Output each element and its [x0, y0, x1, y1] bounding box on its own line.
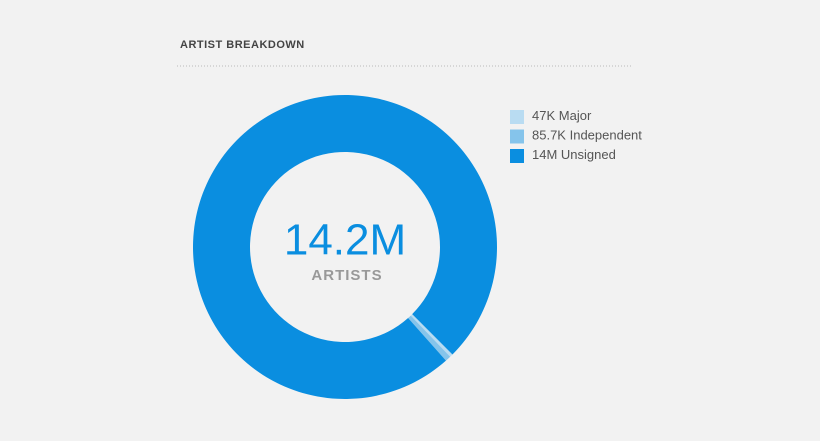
- legend-label: 47K Major: [532, 108, 592, 123]
- legend-category: Independent: [570, 128, 643, 143]
- legend-label: 85.7K Independent: [532, 128, 642, 143]
- legend-value: 47K: [532, 108, 555, 123]
- donut-slice: [192, 95, 497, 400]
- donut-slice: [408, 315, 451, 361]
- center-label: ARTISTS: [311, 267, 382, 284]
- legend-swatch: [510, 149, 524, 163]
- legend-value: 14M: [532, 147, 557, 162]
- legend-swatch: [510, 110, 524, 124]
- donut: [192, 95, 497, 400]
- legend: 47K Major 85.7K Independent 14M Unsigned: [510, 108, 642, 163]
- legend-swatch: [510, 129, 524, 144]
- legend-category: Major: [559, 108, 592, 123]
- donut-slice: [410, 314, 453, 357]
- center-value: 14.2M: [284, 216, 406, 265]
- legend-value: 85.7K: [532, 128, 566, 143]
- legend-category: Unsigned: [561, 147, 616, 162]
- chart-title: ARTIST BREAKDOWN: [180, 39, 305, 51]
- legend-label: 14M Unsigned: [532, 147, 616, 162]
